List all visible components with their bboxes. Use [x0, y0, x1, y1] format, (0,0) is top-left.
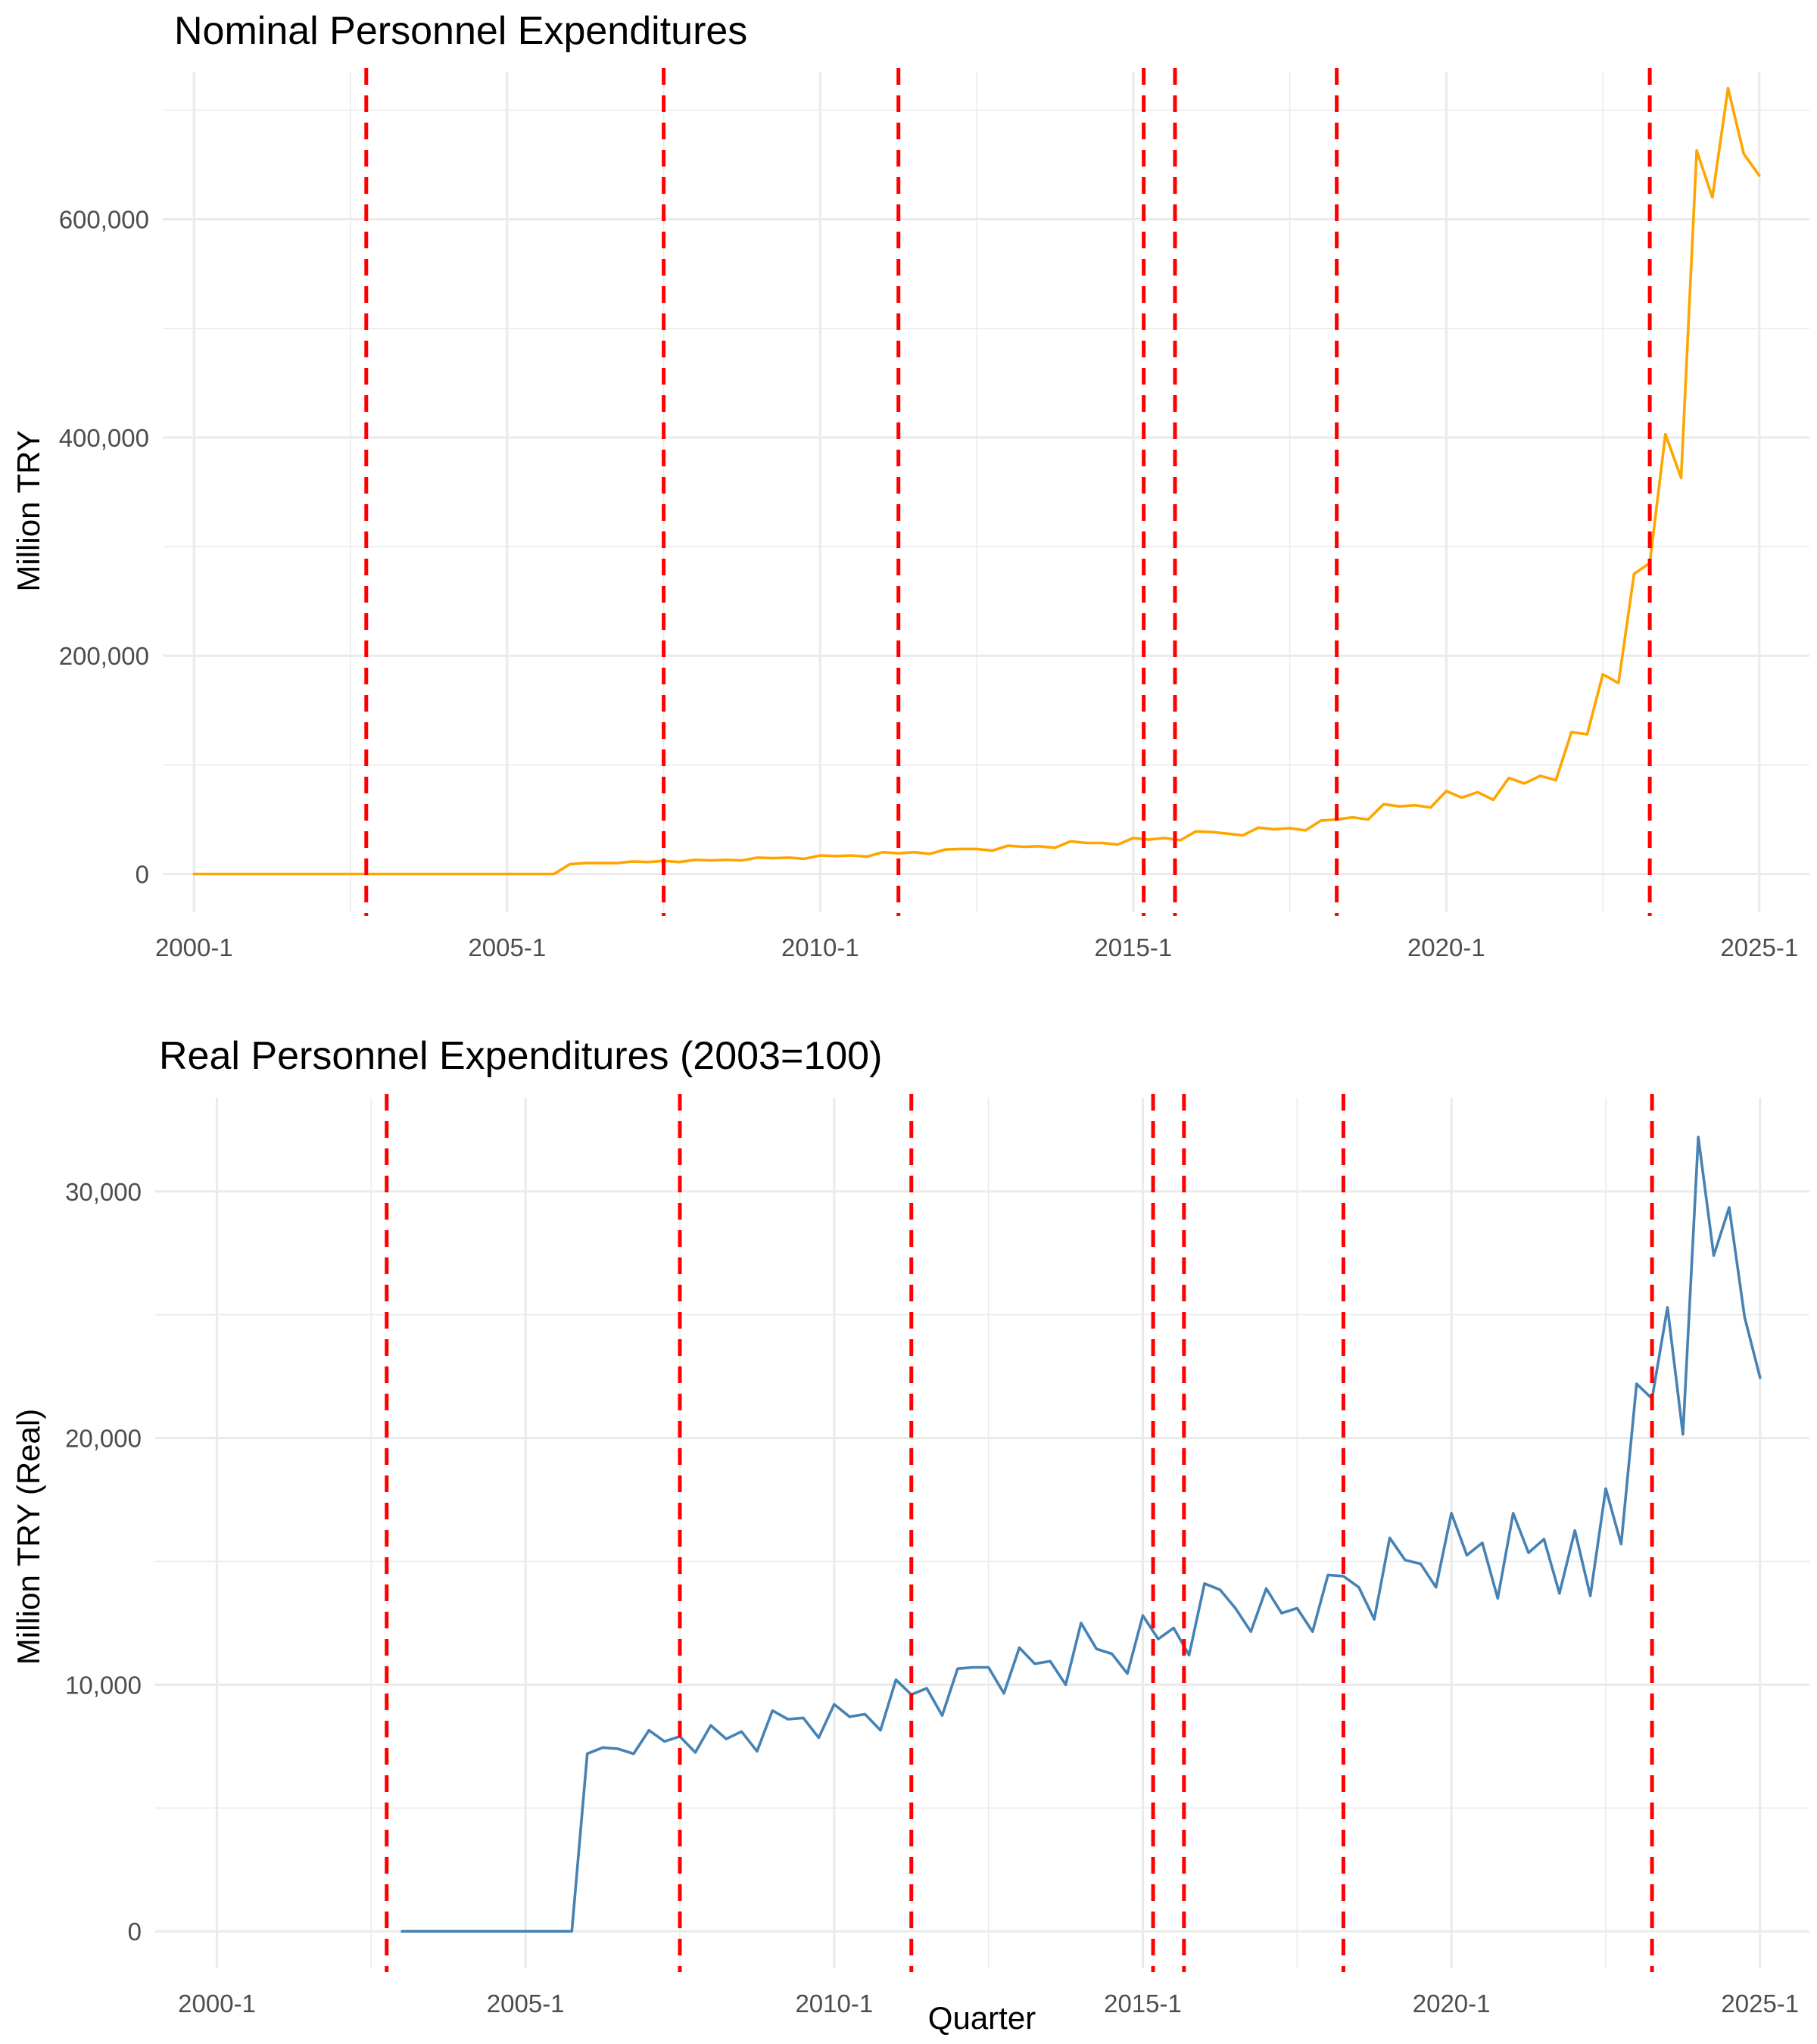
x-axis-label: Quarter: [928, 2000, 1036, 2036]
y-tick-label: 600,000: [59, 206, 149, 234]
series-lines: [400, 1136, 1762, 1933]
event-lines: [364, 68, 1652, 916]
x-tick-label: 2025-1: [1720, 933, 1798, 961]
series-line: [400, 1136, 1762, 1933]
minor-grid: [155, 1098, 1809, 1968]
y-axis-label: Million TRY (Real): [11, 1409, 46, 1665]
x-tick-label: 2010-1: [781, 933, 859, 961]
series-line: [192, 86, 1761, 876]
major-grid: [163, 72, 1809, 912]
x-tick-label: 2000-1: [155, 933, 233, 961]
x-tick-label: 2015-1: [1104, 1989, 1182, 2018]
x-tick-label: 2015-1: [1094, 933, 1172, 961]
y-tick-label: 0: [136, 861, 149, 889]
x-tick-labels: 2000-1 2005-1 2010-1 2015-1 2020-1 2025-1: [155, 933, 1798, 961]
y-tick-labels: 0 10,000 20,000 30,000: [65, 1178, 142, 1946]
x-tick-labels: 2000-1 2005-1 2010-1 2015-1 2020-1 2025-1: [178, 1989, 1799, 2018]
y-tick-label: 10,000: [65, 1671, 142, 1699]
x-tick-label: 2010-1: [795, 1989, 873, 2018]
x-tick-label: 2025-1: [1721, 1989, 1799, 2018]
y-tick-label: 20,000: [65, 1425, 142, 1453]
x-tick-label: 2020-1: [1413, 1989, 1491, 2018]
y-axis-label: Million TRY: [11, 430, 46, 591]
nominal-chart: 0 200,000 400,000 600,000 2000-1 2005-1 2010-…: [11, 9, 1809, 961]
x-tick-label: 2000-1: [178, 1989, 256, 2018]
y-tick-label: 0: [128, 1918, 142, 1946]
event-lines: [385, 1094, 1654, 1972]
y-tick-label: 30,000: [65, 1178, 142, 1206]
y-tick-labels: 0 200,000 400,000 600,000: [59, 206, 149, 889]
chart-title: Real Personnel Expenditures (2003=100): [159, 1034, 882, 1078]
chart-title: Nominal Personnel Expenditures: [174, 9, 747, 53]
y-tick-label: 400,000: [59, 424, 149, 452]
minor-grid: [163, 72, 1809, 912]
y-tick-label: 200,000: [59, 642, 149, 670]
x-tick-label: 2005-1: [487, 1989, 565, 2018]
x-tick-label: 2020-1: [1407, 933, 1485, 961]
major-grid: [155, 1098, 1809, 1968]
series-lines: [192, 86, 1761, 876]
x-tick-label: 2005-1: [468, 933, 546, 961]
